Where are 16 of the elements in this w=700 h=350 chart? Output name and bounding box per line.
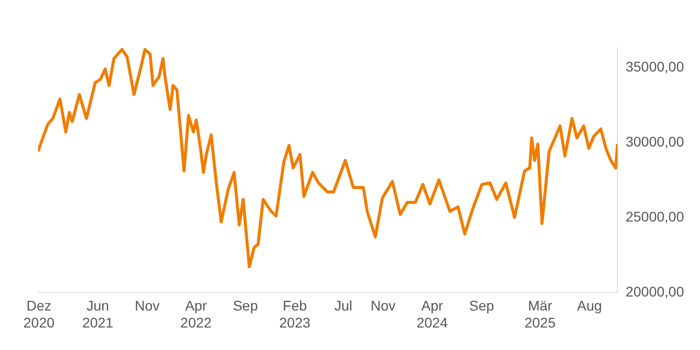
x-tick-label: Nov bbox=[134, 298, 160, 314]
y-tick-label: 30000,00 bbox=[626, 133, 684, 150]
x-tick-label: Nov bbox=[370, 298, 396, 314]
x-tick-label: Dez 2020 bbox=[23, 298, 55, 330]
y-tick-label: 25000,00 bbox=[626, 208, 684, 224]
x-tick-label: Apr 2022 bbox=[180, 298, 212, 330]
y-tick-label: 35000,00 bbox=[626, 58, 684, 74]
x-tick-label: Sep bbox=[232, 298, 258, 314]
x-tick-label: Sep bbox=[469, 298, 494, 314]
x-tick-label: Jun 2021 bbox=[82, 298, 114, 330]
x-tick-label: Aug bbox=[577, 298, 602, 314]
x-tick-label: Feb 2023 bbox=[279, 298, 311, 330]
y-tick-label: 20000,00 bbox=[626, 283, 684, 300]
x-tick-label: Mär 2025 bbox=[524, 298, 556, 330]
x-tick-label: Apr 2024 bbox=[416, 298, 448, 330]
x-tick-label: Jul bbox=[334, 298, 352, 314]
